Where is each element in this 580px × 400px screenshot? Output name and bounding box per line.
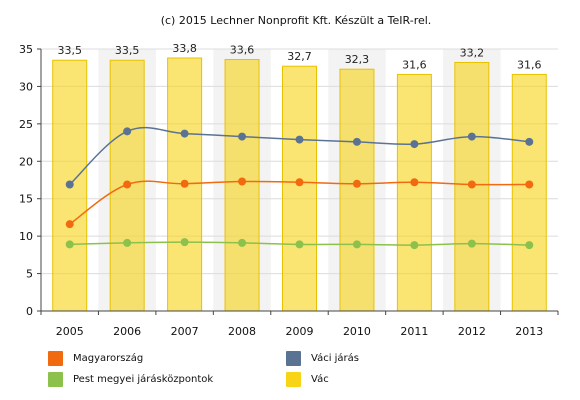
x-axis-tick-labels: 2005 2006 2007 2008 2009 2010 2011 2012 2013 (56, 325, 544, 338)
legend-label: Váci járás (311, 352, 360, 364)
point-magyarorsz-g-2010 (352, 179, 361, 188)
point-magyarorsz-g-2009 (295, 178, 304, 187)
bar-data-label: 31,6 (517, 58, 542, 71)
x-tick-label: 2006 (113, 325, 141, 338)
legend-label: Magyarország (73, 352, 144, 364)
point-v-ci-j-r-s-2010 (352, 137, 361, 146)
bar-data-label: 33,5 (115, 44, 140, 57)
point-pest-megyei-j-r-sk-zpontok-2005 (65, 240, 74, 249)
bar-data-label: 33,6 (230, 43, 255, 56)
y-tick-label: 20 (19, 155, 33, 168)
point-pest-megyei-j-r-sk-zpontok-2010 (352, 240, 361, 249)
y-tick-label: 5 (26, 268, 33, 281)
y-tick-label: 35 (19, 43, 33, 56)
x-tick-label: 2012 (458, 325, 486, 338)
bar-data-label: 32,7 (287, 50, 312, 63)
legend-item-vaci-jaras[interactable]: Váci járás (286, 350, 359, 366)
point-v-ci-j-r-s-2005 (65, 180, 74, 189)
y-tick-label: 0 (26, 305, 33, 318)
point-magyarorsz-g-2005 (65, 220, 74, 229)
point-pest-megyei-j-r-sk-zpontok-2006 (123, 238, 132, 247)
x-tick-label: 2007 (171, 325, 199, 338)
point-v-ci-j-r-s-2006 (123, 127, 132, 136)
y-tick-label: 25 (19, 118, 33, 131)
chart-canvas: (c) 2015 Lechner Nonprofit Kft. Készült … (19, 14, 559, 338)
legend-swatch-magyarorszag (48, 350, 63, 366)
bar-2009 (282, 65, 317, 312)
x-tick-label: 2009 (286, 325, 314, 338)
point-magyarorsz-g-2006 (123, 180, 132, 189)
point-magyarorsz-g-2013 (525, 180, 534, 189)
axes (37, 48, 559, 315)
legend-swatch-pest-megyei (48, 371, 63, 387)
point-magyarorsz-g-2011 (410, 178, 419, 187)
y-tick-label: 30 (19, 80, 33, 93)
legend-item-vac[interactable]: Vác (286, 371, 329, 387)
x-tick-label: 2005 (56, 325, 84, 338)
chart-legend: Magyarország Váci járás Pest megyei járá… (48, 346, 568, 392)
y-tick-label: 10 (19, 230, 33, 243)
legend-swatch-vaci-jaras (286, 350, 301, 366)
point-magyarorsz-g-2012 (467, 180, 476, 189)
bar-data-labels: 33,5 33,5 33,8 33,6 32,7 32,3 31,6 33,2 31,6 (57, 42, 541, 71)
point-pest-megyei-j-r-sk-zpontok-2009 (295, 240, 304, 249)
x-tick-label: 2010 (343, 325, 371, 338)
point-v-ci-j-r-s-2008 (238, 132, 247, 141)
chart-title: (c) 2015 Lechner Nonprofit Kft. Készült … (161, 14, 432, 27)
bar-series-vac (52, 57, 547, 312)
bar-data-label: 33,2 (460, 46, 485, 59)
line-series (65, 126, 534, 250)
y-tick-label: 15 (19, 193, 33, 206)
bar-data-label: 33,8 (172, 42, 197, 55)
point-pest-megyei-j-r-sk-zpontok-2012 (467, 239, 476, 248)
x-tick-label: 2008 (228, 325, 256, 338)
point-v-ci-j-r-s-2012 (467, 132, 476, 141)
x-tick-label: 2011 (400, 325, 428, 338)
bar-data-label: 33,5 (57, 44, 82, 57)
point-pest-megyei-j-r-sk-zpontok-2007 (180, 238, 189, 247)
bar-2010 (339, 68, 375, 312)
point-pest-megyei-j-r-sk-zpontok-2008 (238, 238, 247, 247)
point-v-ci-j-r-s-2013 (525, 137, 534, 146)
point-v-ci-j-r-s-2007 (180, 129, 189, 138)
point-v-ci-j-r-s-2009 (295, 135, 304, 144)
point-magyarorsz-g-2007 (180, 179, 189, 188)
legend-label: Pest megyei járásközpontok (73, 373, 214, 385)
bar-data-label: 32,3 (345, 53, 370, 66)
bar-2013 (511, 73, 547, 312)
point-magyarorsz-g-2008 (238, 177, 247, 186)
legend-label: Vác (311, 373, 329, 385)
bar-data-label: 31,6 (402, 58, 427, 71)
bar-2011 (396, 73, 432, 312)
legend-item-magyarorszag[interactable]: Magyarország (48, 350, 143, 366)
y-axis-tick-labels: 0 5 10 15 20 25 30 35 (19, 43, 33, 318)
legend-swatch-vac (286, 371, 301, 387)
point-pest-megyei-j-r-sk-zpontok-2013 (525, 241, 534, 250)
point-pest-megyei-j-r-sk-zpontok-2011 (410, 241, 419, 250)
x-tick-label: 2013 (515, 325, 543, 338)
legend-item-pest-megyei[interactable]: Pest megyei járásközpontok (48, 371, 213, 387)
point-v-ci-j-r-s-2011 (410, 140, 419, 149)
